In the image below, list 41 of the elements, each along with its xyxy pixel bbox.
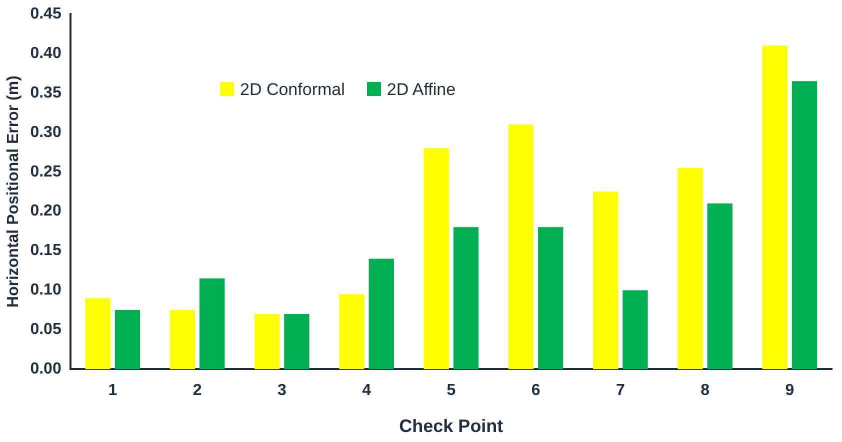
x-tick-label: 1 — [108, 382, 118, 400]
bar — [424, 148, 449, 370]
x-axis-title: Check Point — [399, 416, 504, 436]
x-tick-label: 3 — [277, 382, 286, 400]
y-tick-label: 0.35 — [30, 84, 62, 102]
x-tick-label: 8 — [700, 382, 710, 400]
bar — [508, 124, 534, 370]
y-tick-label: 0.00 — [30, 360, 62, 378]
bar — [622, 290, 648, 370]
legend-label: 2D Conformal — [239, 80, 345, 100]
x-tick-label: 9 — [785, 382, 794, 400]
bar — [114, 310, 140, 370]
y-tick-label: 0.25 — [30, 163, 62, 180]
bar — [593, 192, 618, 370]
bar — [284, 314, 310, 370]
y-axis-title: Horizontal Positional Error (m) — [5, 76, 22, 308]
bar — [762, 46, 788, 370]
bar — [538, 227, 564, 370]
bar — [707, 203, 732, 370]
x-tick-label: 6 — [531, 382, 540, 400]
x-tick-label: 2 — [192, 382, 202, 400]
bar — [254, 314, 280, 370]
bar — [368, 258, 394, 370]
legend-label: 2D Affine — [386, 80, 456, 100]
y-tick-label: 0.20 — [30, 202, 62, 220]
bar — [792, 81, 818, 370]
bar — [339, 294, 364, 370]
bar — [85, 298, 110, 370]
y-tick-label: 0.45 — [30, 5, 62, 22]
y-tick-label: 0.05 — [30, 321, 62, 338]
bar — [678, 168, 703, 370]
bar — [170, 310, 196, 370]
y-tick-label: 0.10 — [30, 282, 62, 299]
x-tick-label: 5 — [446, 382, 456, 400]
bar — [453, 227, 479, 370]
x-tick-label: 4 — [362, 382, 372, 400]
x-tick-label: 7 — [616, 382, 625, 400]
y-tick-label: 0.30 — [30, 124, 62, 141]
y-tick-label: 0.40 — [30, 44, 62, 62]
bar — [200, 278, 225, 370]
y-tick-label: 0.15 — [30, 242, 62, 260]
